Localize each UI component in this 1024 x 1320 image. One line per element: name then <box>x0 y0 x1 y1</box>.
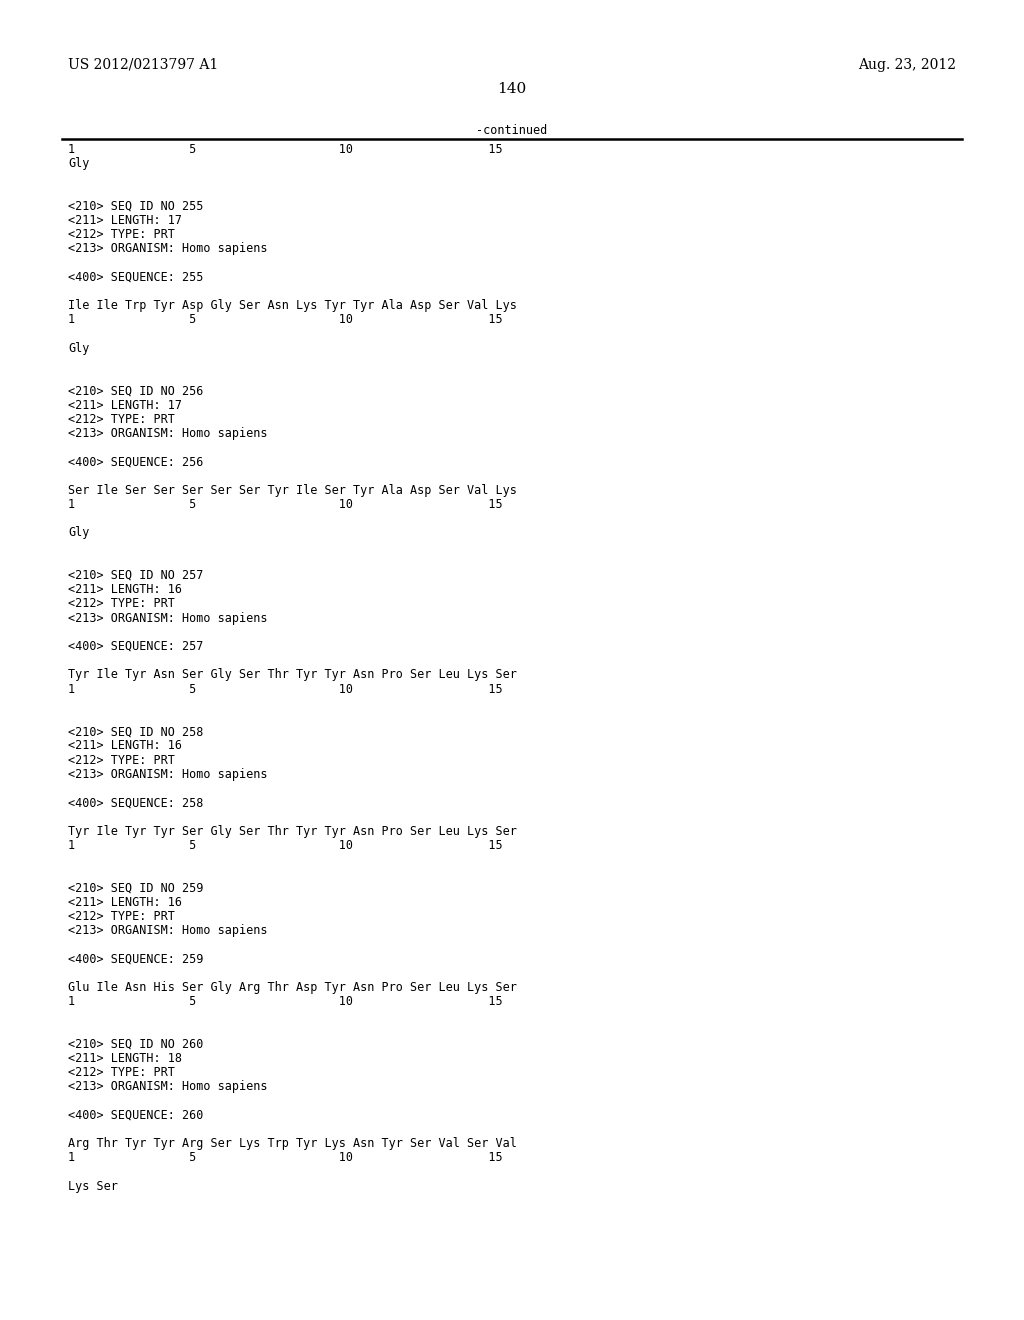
Text: Ile Ile Trp Tyr Asp Gly Ser Asn Lys Tyr Tyr Ala Asp Ser Val Lys: Ile Ile Trp Tyr Asp Gly Ser Asn Lys Tyr … <box>68 300 517 313</box>
Text: 1                5                    10                   15: 1 5 10 15 <box>68 995 503 1008</box>
Text: US 2012/0213797 A1: US 2012/0213797 A1 <box>68 58 218 73</box>
Text: <210> SEQ ID NO 260: <210> SEQ ID NO 260 <box>68 1038 204 1051</box>
Text: Aug. 23, 2012: Aug. 23, 2012 <box>858 58 956 73</box>
Text: <212> TYPE: PRT: <212> TYPE: PRT <box>68 754 175 767</box>
Text: Lys Ser: Lys Ser <box>68 1180 118 1192</box>
Text: 1                5                    10                   15: 1 5 10 15 <box>68 313 503 326</box>
Text: 140: 140 <box>498 82 526 96</box>
Text: <212> TYPE: PRT: <212> TYPE: PRT <box>68 1067 175 1078</box>
Text: <400> SEQUENCE: 256: <400> SEQUENCE: 256 <box>68 455 204 469</box>
Text: Glu Ile Asn His Ser Gly Arg Thr Asp Tyr Asn Pro Ser Leu Lys Ser: Glu Ile Asn His Ser Gly Arg Thr Asp Tyr … <box>68 981 517 994</box>
Text: <211> LENGTH: 18: <211> LENGTH: 18 <box>68 1052 182 1065</box>
Text: <400> SEQUENCE: 257: <400> SEQUENCE: 257 <box>68 640 204 653</box>
Text: Ser Ile Ser Ser Ser Ser Ser Tyr Ile Ser Tyr Ala Asp Ser Val Lys: Ser Ile Ser Ser Ser Ser Ser Tyr Ile Ser … <box>68 484 517 496</box>
Text: <213> ORGANISM: Homo sapiens: <213> ORGANISM: Homo sapiens <box>68 1080 267 1093</box>
Text: 1                5                    10                   15: 1 5 10 15 <box>68 143 503 156</box>
Text: 1                5                    10                   15: 1 5 10 15 <box>68 682 503 696</box>
Text: -continued: -continued <box>476 124 548 137</box>
Text: <212> TYPE: PRT: <212> TYPE: PRT <box>68 413 175 426</box>
Text: <400> SEQUENCE: 259: <400> SEQUENCE: 259 <box>68 953 204 965</box>
Text: <211> LENGTH: 16: <211> LENGTH: 16 <box>68 739 182 752</box>
Text: <211> LENGTH: 16: <211> LENGTH: 16 <box>68 895 182 908</box>
Text: <213> ORGANISM: Homo sapiens: <213> ORGANISM: Homo sapiens <box>68 611 267 624</box>
Text: Arg Thr Tyr Tyr Arg Ser Lys Trp Tyr Lys Asn Tyr Ser Val Ser Val: Arg Thr Tyr Tyr Arg Ser Lys Trp Tyr Lys … <box>68 1137 517 1150</box>
Text: <400> SEQUENCE: 260: <400> SEQUENCE: 260 <box>68 1109 204 1122</box>
Text: <400> SEQUENCE: 255: <400> SEQUENCE: 255 <box>68 271 204 284</box>
Text: 1                5                    10                   15: 1 5 10 15 <box>68 838 503 851</box>
Text: <213> ORGANISM: Homo sapiens: <213> ORGANISM: Homo sapiens <box>68 924 267 937</box>
Text: <213> ORGANISM: Homo sapiens: <213> ORGANISM: Homo sapiens <box>68 426 267 440</box>
Text: 1                5                    10                   15: 1 5 10 15 <box>68 498 503 511</box>
Text: <211> LENGTH: 17: <211> LENGTH: 17 <box>68 399 182 412</box>
Text: Tyr Ile Tyr Asn Ser Gly Ser Thr Tyr Tyr Asn Pro Ser Leu Lys Ser: Tyr Ile Tyr Asn Ser Gly Ser Thr Tyr Tyr … <box>68 668 517 681</box>
Text: <210> SEQ ID NO 257: <210> SEQ ID NO 257 <box>68 569 204 582</box>
Text: <211> LENGTH: 17: <211> LENGTH: 17 <box>68 214 182 227</box>
Text: <210> SEQ ID NO 259: <210> SEQ ID NO 259 <box>68 882 204 895</box>
Text: <213> ORGANISM: Homo sapiens: <213> ORGANISM: Homo sapiens <box>68 768 267 781</box>
Text: Gly: Gly <box>68 527 89 540</box>
Text: Gly: Gly <box>68 342 89 355</box>
Text: <212> TYPE: PRT: <212> TYPE: PRT <box>68 598 175 610</box>
Text: <212> TYPE: PRT: <212> TYPE: PRT <box>68 228 175 242</box>
Text: Gly: Gly <box>68 157 89 170</box>
Text: <210> SEQ ID NO 258: <210> SEQ ID NO 258 <box>68 725 204 738</box>
Text: <213> ORGANISM: Homo sapiens: <213> ORGANISM: Homo sapiens <box>68 243 267 255</box>
Text: <210> SEQ ID NO 256: <210> SEQ ID NO 256 <box>68 384 204 397</box>
Text: <210> SEQ ID NO 255: <210> SEQ ID NO 255 <box>68 199 204 213</box>
Text: <211> LENGTH: 16: <211> LENGTH: 16 <box>68 583 182 597</box>
Text: Tyr Ile Tyr Tyr Ser Gly Ser Thr Tyr Tyr Asn Pro Ser Leu Lys Ser: Tyr Ile Tyr Tyr Ser Gly Ser Thr Tyr Tyr … <box>68 825 517 838</box>
Text: <400> SEQUENCE: 258: <400> SEQUENCE: 258 <box>68 796 204 809</box>
Text: <212> TYPE: PRT: <212> TYPE: PRT <box>68 909 175 923</box>
Text: 1                5                    10                   15: 1 5 10 15 <box>68 1151 503 1164</box>
